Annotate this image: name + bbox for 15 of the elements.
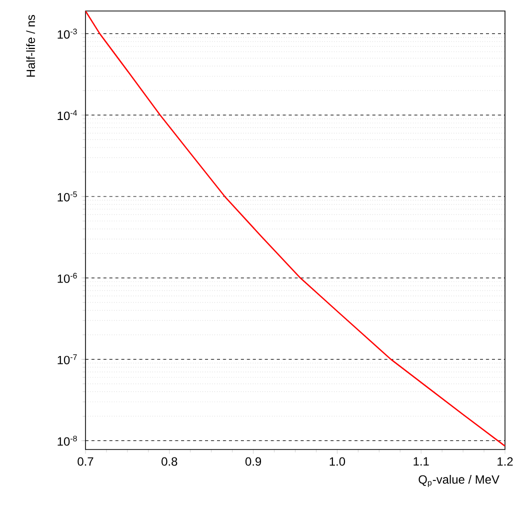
y-tick-label: 10$^{-6}$ <box>58 272 77 283</box>
x-tick-label: 1.1 <box>414 457 429 466</box>
x-axis-title: Q$_{p}$-value / MeV <box>418 474 500 488</box>
x-tick-label: 1.2 <box>498 457 513 466</box>
y-axis-title: Half-life / ns <box>26 14 35 77</box>
line-series <box>86 11 505 447</box>
x-tick-label: 0.8 <box>162 457 178 466</box>
y-tick-label: 10$^{-8}$ <box>58 436 77 446</box>
x-tick-label: 0.7 <box>78 457 94 466</box>
y-tick-label: 10$^{-5}$ <box>58 192 77 202</box>
y-tick-label: 10$^{-4}$ <box>58 110 77 120</box>
x-tick-label: 0.9 <box>245 457 262 466</box>
y-tick-label: 10$^{-3}$ <box>58 28 77 39</box>
y-tick-label: 10$^{-7}$ <box>58 354 77 364</box>
x-tick-label: 1.0 <box>330 457 346 466</box>
